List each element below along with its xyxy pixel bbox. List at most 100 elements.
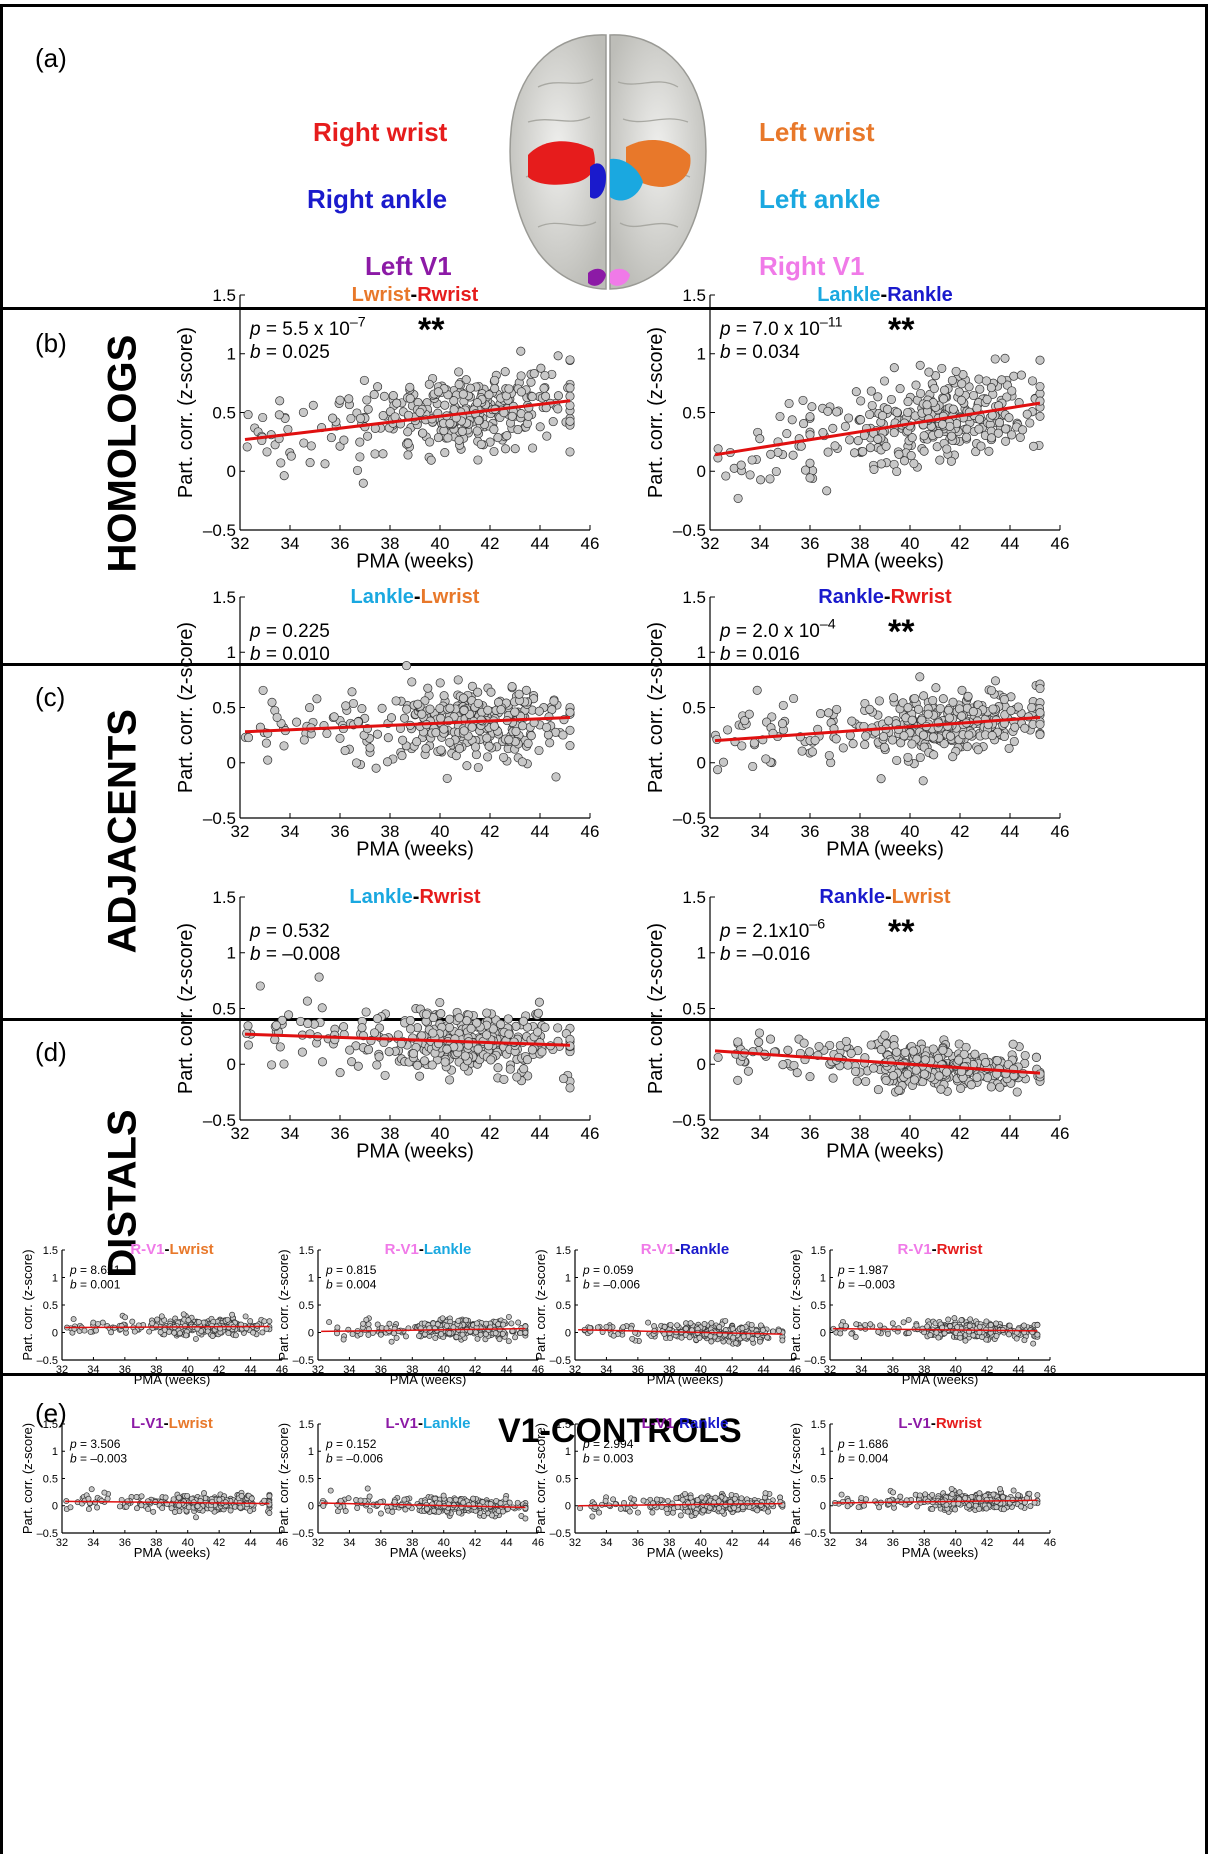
data-point bbox=[484, 741, 494, 751]
data-point bbox=[449, 405, 459, 415]
data-point bbox=[476, 439, 486, 449]
data-point bbox=[596, 1509, 603, 1516]
b-value: b = 0.025 bbox=[250, 342, 330, 363]
data-point bbox=[909, 458, 919, 469]
data-point bbox=[976, 1323, 983, 1330]
data-point bbox=[832, 704, 842, 714]
data-point bbox=[302, 996, 312, 1006]
y-tick-label: –0.5 bbox=[293, 1355, 314, 1367]
data-point bbox=[85, 1495, 92, 1502]
data-point bbox=[1027, 702, 1037, 713]
x-tick-label: 44 bbox=[244, 1364, 256, 1376]
p-value: p = 3.506 bbox=[69, 1437, 121, 1451]
data-point bbox=[421, 744, 431, 754]
data-point bbox=[108, 1329, 115, 1336]
data-point bbox=[247, 1507, 253, 1514]
data-point bbox=[473, 687, 483, 697]
data-point bbox=[620, 1324, 627, 1331]
x-tick-label: 36 bbox=[375, 1537, 387, 1549]
data-point bbox=[473, 698, 483, 708]
data-point bbox=[405, 393, 415, 404]
y-tick-label: 0.5 bbox=[682, 698, 706, 717]
y-tick-label: 0.5 bbox=[811, 1300, 826, 1312]
data-point bbox=[435, 703, 445, 713]
data-point bbox=[345, 1045, 355, 1055]
data-point bbox=[736, 460, 746, 470]
data-point bbox=[1001, 436, 1011, 446]
x-axis-label: PMA (weeks) bbox=[356, 1140, 474, 1162]
data-point bbox=[380, 1070, 390, 1080]
data-point bbox=[976, 441, 986, 451]
data-point bbox=[938, 694, 948, 704]
data-point bbox=[502, 431, 512, 441]
data-point bbox=[349, 1331, 356, 1338]
data-point bbox=[1006, 1322, 1013, 1329]
data-point bbox=[730, 1334, 737, 1341]
b-value: b = –0.003 bbox=[838, 1277, 895, 1291]
data-point bbox=[775, 411, 785, 422]
data-point bbox=[1031, 1052, 1041, 1062]
data-point bbox=[438, 1331, 445, 1338]
x-tick-label: 34 bbox=[600, 1537, 612, 1549]
data-point bbox=[150, 1508, 157, 1515]
data-point bbox=[945, 1316, 952, 1323]
data-point bbox=[514, 689, 524, 699]
data-point bbox=[407, 677, 417, 687]
data-point bbox=[1018, 425, 1028, 435]
data-point bbox=[395, 1328, 402, 1335]
data-point bbox=[909, 1075, 919, 1085]
data-point bbox=[275, 1042, 285, 1052]
x-tick-label: 44 bbox=[757, 1364, 769, 1376]
data-point bbox=[974, 374, 984, 384]
data-point bbox=[954, 1055, 964, 1065]
data-point bbox=[1013, 1335, 1020, 1342]
fit-line bbox=[714, 401, 1041, 457]
data-point bbox=[442, 1044, 452, 1054]
x-axis-label: PMA (weeks) bbox=[647, 1372, 724, 1387]
data-point bbox=[551, 772, 561, 782]
data-point bbox=[363, 1045, 374, 1055]
data-point bbox=[459, 705, 469, 715]
data-point bbox=[372, 1060, 382, 1070]
data-point bbox=[731, 1495, 738, 1502]
data-point bbox=[258, 412, 268, 423]
x-tick-label: 36 bbox=[801, 822, 820, 841]
data-point bbox=[279, 471, 289, 481]
data-point bbox=[458, 389, 468, 399]
y-tick-label: –0.5 bbox=[805, 1528, 826, 1540]
y-tick-label: 0.5 bbox=[556, 1300, 571, 1312]
data-point bbox=[559, 1074, 569, 1084]
x-tick-label: 44 bbox=[1012, 1364, 1024, 1376]
data-point bbox=[733, 1075, 743, 1085]
data-point bbox=[667, 1321, 674, 1328]
data-point bbox=[931, 683, 941, 693]
x-tick-label: 36 bbox=[801, 1124, 820, 1143]
data-point bbox=[460, 1499, 467, 1506]
data-point bbox=[1010, 722, 1020, 732]
data-point bbox=[500, 1508, 506, 1515]
data-point bbox=[344, 394, 354, 404]
data-point bbox=[272, 712, 282, 722]
data-point bbox=[797, 746, 807, 756]
data-point bbox=[565, 355, 575, 365]
y-tick-label: –0.5 bbox=[673, 1111, 706, 1130]
data-point bbox=[454, 1013, 464, 1023]
data-point bbox=[454, 367, 464, 377]
y-tick-label: 1 bbox=[820, 1446, 826, 1458]
data-point bbox=[640, 1497, 647, 1504]
data-point bbox=[1034, 1322, 1041, 1328]
label-right-v1: Right V1 bbox=[759, 251, 865, 281]
y-axis-label: Part. corr. (z-score) bbox=[645, 622, 667, 793]
y-tick-label: 0 bbox=[308, 1501, 314, 1513]
data-point bbox=[957, 379, 967, 389]
data-point bbox=[192, 1335, 199, 1342]
chart-title: Lwrist-Rwrist bbox=[352, 284, 479, 306]
data-point bbox=[712, 1494, 719, 1501]
data-point bbox=[938, 1045, 948, 1055]
data-point bbox=[924, 367, 934, 377]
data-point bbox=[388, 391, 398, 401]
data-point bbox=[425, 437, 435, 447]
b-value: b = –0.016 bbox=[720, 944, 810, 965]
data-point bbox=[1020, 1050, 1030, 1061]
